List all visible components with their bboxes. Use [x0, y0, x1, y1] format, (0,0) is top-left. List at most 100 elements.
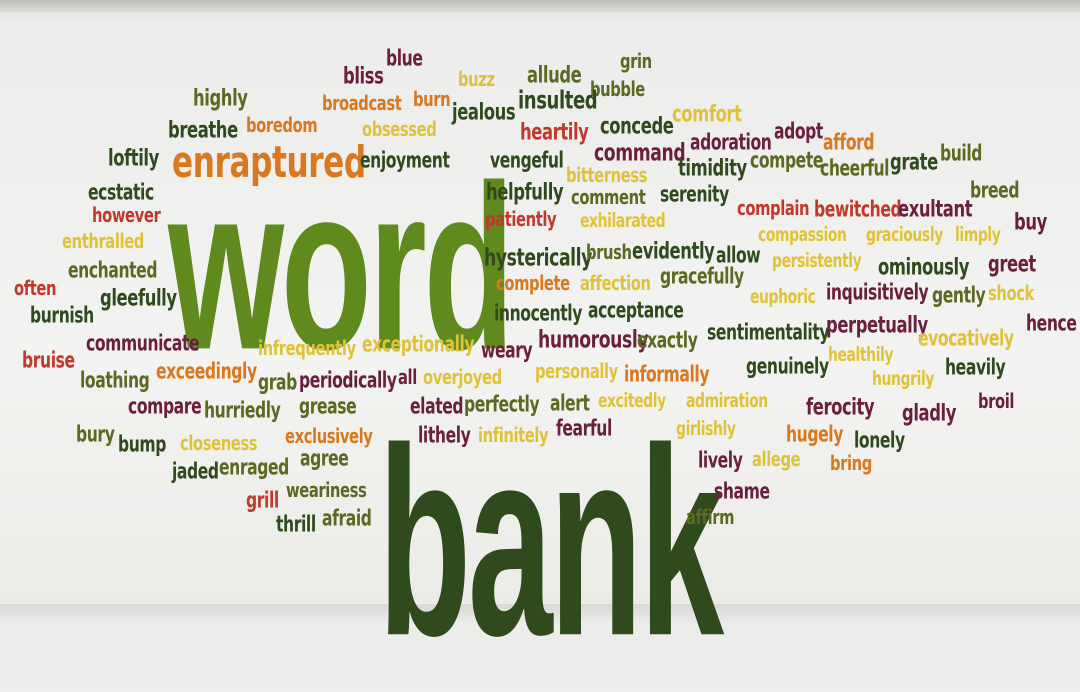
word-cloud-word: highly	[193, 83, 248, 112]
word-cloud-word: healthily	[828, 343, 894, 367]
word-cloud-word: exceptionally	[362, 331, 475, 357]
word-cloud-word: grab	[258, 369, 297, 395]
word-cloud-word: exclusively	[285, 424, 373, 449]
word-cloud-word: often	[14, 276, 57, 301]
word-cloud-word: infrequently	[258, 336, 356, 361]
word-cloud-word: loathing	[80, 367, 150, 393]
word-cloud-word: timidity	[678, 153, 747, 182]
word-cloud-word: agree	[300, 445, 349, 471]
word-cloud-word: innocently	[494, 300, 582, 326]
word-cloud-word: bruise	[22, 347, 75, 373]
word-cloud-word: boredom	[246, 113, 318, 138]
word-cloud-word: hungrily	[872, 367, 934, 391]
word-cloud-word: lithely	[418, 422, 471, 448]
word-cloud-word: communicate	[86, 330, 200, 356]
word-cloud-word: affirm	[686, 505, 735, 530]
word-cloud-word: enthralled	[62, 229, 144, 254]
word-cloud-word: hugely	[786, 421, 843, 447]
word-cloud-word: helpfully	[486, 177, 564, 206]
word-cloud-word: afford	[823, 129, 875, 155]
word-cloud-word: gently	[932, 282, 986, 308]
monitor-top-edge	[0, 0, 1080, 12]
word-cloud-word: hurriedly	[204, 397, 281, 423]
word-cloud-word: compare	[128, 393, 202, 419]
word-cloud-word: gladly	[902, 398, 957, 427]
word-cloud-word: informally	[624, 361, 710, 387]
word-cloud-word: however	[92, 203, 161, 228]
word-cloud-word: weariness	[286, 478, 367, 503]
word-cloud-word: elated	[410, 393, 464, 419]
word-cloud-word: enraptured	[172, 136, 366, 188]
word-cloud-word: broil	[978, 389, 1015, 414]
word-cloud-word: adopt	[774, 118, 823, 144]
word-cloud-word: admiration	[686, 389, 768, 413]
word-cloud-word: sentimentality	[707, 319, 830, 345]
word-cloud-word: graciously	[866, 223, 943, 247]
word-cloud-word: allude	[527, 60, 582, 89]
word-cloud-word: cheerful	[820, 155, 890, 181]
word-cloud-word: command	[594, 138, 686, 167]
word-cloud-word: shock	[988, 281, 1034, 306]
word-cloud-word: enchanted	[68, 257, 158, 283]
word-cloud-word: bring	[830, 451, 872, 476]
word-cloud-word: complete	[496, 271, 570, 296]
word-cloud-word: allege	[752, 447, 801, 472]
word-cloud-word: gracefully	[660, 263, 744, 289]
word-cloud-word: patiently	[485, 207, 557, 232]
word-cloud-word: perpetually	[826, 310, 928, 339]
word-cloud-word: breathe	[168, 115, 238, 144]
word-cloud-word: bump	[118, 431, 166, 457]
word-cloud-word: adoration	[690, 129, 772, 155]
word-cloud-word: ominously	[878, 252, 969, 281]
word-cloud-word: genuinely	[746, 353, 829, 379]
word-cloud-word: persistently	[772, 249, 862, 273]
word-cloud-word: brush	[586, 240, 632, 265]
word-cloud-word: allow	[716, 242, 761, 268]
word-cloud-word: bewitched	[814, 196, 902, 222]
word-cloud-word: enraged	[219, 454, 289, 480]
word-cloud-word: concede	[600, 111, 674, 140]
word-cloud-word: grate	[890, 147, 938, 176]
word-cloud-word: excitedly	[598, 389, 666, 413]
word-cloud-word: bury	[76, 421, 115, 447]
word-cloud-word: shame	[714, 478, 770, 504]
word-cloud-word: greet	[988, 249, 1036, 278]
word-cloud-word: buzz	[458, 67, 495, 92]
word-cloud-word: inquisitively	[826, 279, 929, 305]
word-cloud-word: lonely	[854, 427, 905, 453]
word-cloud-word: acceptance	[588, 297, 684, 323]
word-cloud-word: compassion	[758, 223, 847, 247]
word-cloud-word: hence	[1026, 310, 1077, 336]
word-cloud-word: bitterness	[566, 163, 648, 188]
word-cloud-word: comfort	[672, 99, 742, 128]
word-cloud-word: exhilarated	[580, 209, 666, 233]
word-cloud-word: periodically	[299, 367, 397, 393]
word-cloud-word: gleefully	[100, 283, 177, 312]
word-cloud-word: evocatively	[918, 325, 1014, 351]
word-cloud-word: evidently	[632, 236, 715, 265]
word-cloud-word: infinitely	[478, 423, 549, 448]
word-cloud-word: vengeful	[490, 147, 564, 173]
word-cloud-word: grill	[246, 487, 279, 513]
word-cloud-word: bliss	[343, 61, 384, 90]
word-cloud-word: breed	[970, 177, 1020, 203]
word-cloud-word: fearful	[556, 415, 612, 441]
word-cloud-word: serenity	[660, 181, 729, 207]
word-cloud-word: grin	[620, 49, 652, 74]
word-cloud-word: euphoric	[750, 285, 816, 309]
word-cloud-word: jaded	[172, 458, 219, 484]
word-cloud-word: heavily	[945, 354, 1006, 380]
word-cloud-word: burnish	[30, 302, 94, 328]
word-cloud-word: girlishly	[676, 417, 736, 441]
word-cloud-word: personally	[535, 359, 618, 384]
word-cloud-word: all	[398, 365, 417, 390]
word-cloud-word: enjoyment	[360, 147, 450, 173]
word-cloud-word: exultant	[898, 194, 973, 223]
word-cloud-word: ecstatic	[88, 179, 154, 205]
word-cloud-word: overjoyed	[423, 365, 502, 390]
word-cloud-word: closeness	[180, 431, 258, 456]
word-cloud-word: buy	[1014, 207, 1047, 236]
word-cloud-word: alert	[550, 390, 590, 416]
word-cloud-word: perfectly	[464, 391, 540, 417]
word-cloud-word: comment	[571, 185, 646, 210]
